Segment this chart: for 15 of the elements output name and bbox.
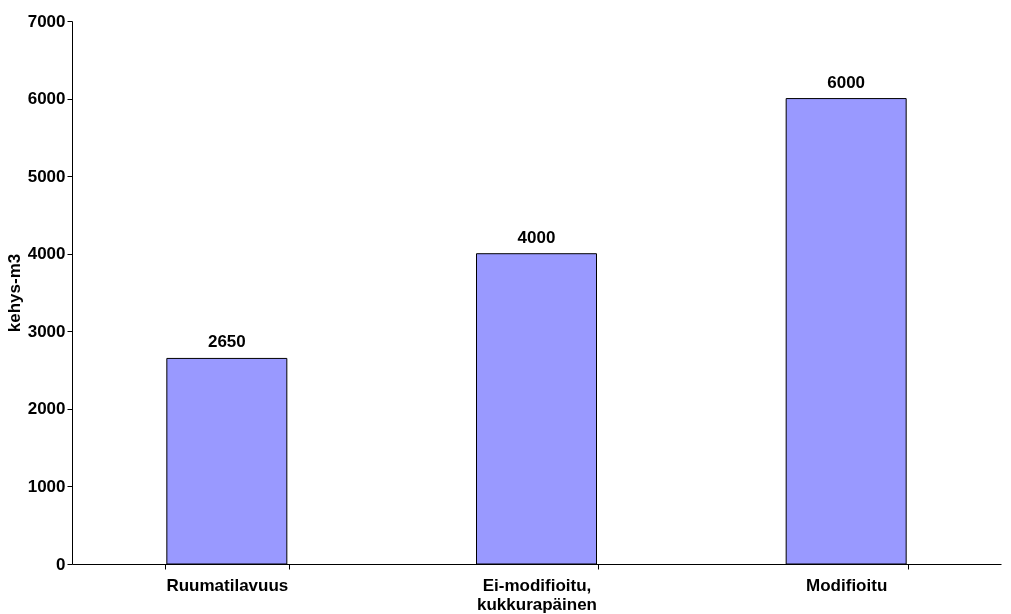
- y-tick-label: 5000: [27, 166, 66, 186]
- y-tick-label: 0: [56, 554, 66, 574]
- x-tick-label: Ei-modifioitu, kukkurapäinen: [477, 575, 597, 614]
- y-tick-label: 3000: [27, 321, 66, 341]
- y-tick-label: 6000: [27, 89, 66, 109]
- x-tick-label: Modifioitu: [806, 575, 888, 595]
- y-tick-label: 2000: [27, 399, 66, 419]
- y-tick-label: 1000: [27, 476, 66, 496]
- data-label: 6000: [827, 72, 866, 92]
- y-axis-title: kehys-m3: [4, 253, 24, 333]
- y-tick-label: 4000: [27, 244, 66, 264]
- x-tick-label: Ruumatilavuus: [166, 575, 289, 595]
- data-label: 2650: [207, 332, 246, 352]
- y-tick-label: 7000: [27, 11, 66, 31]
- data-label: 4000: [517, 227, 556, 247]
